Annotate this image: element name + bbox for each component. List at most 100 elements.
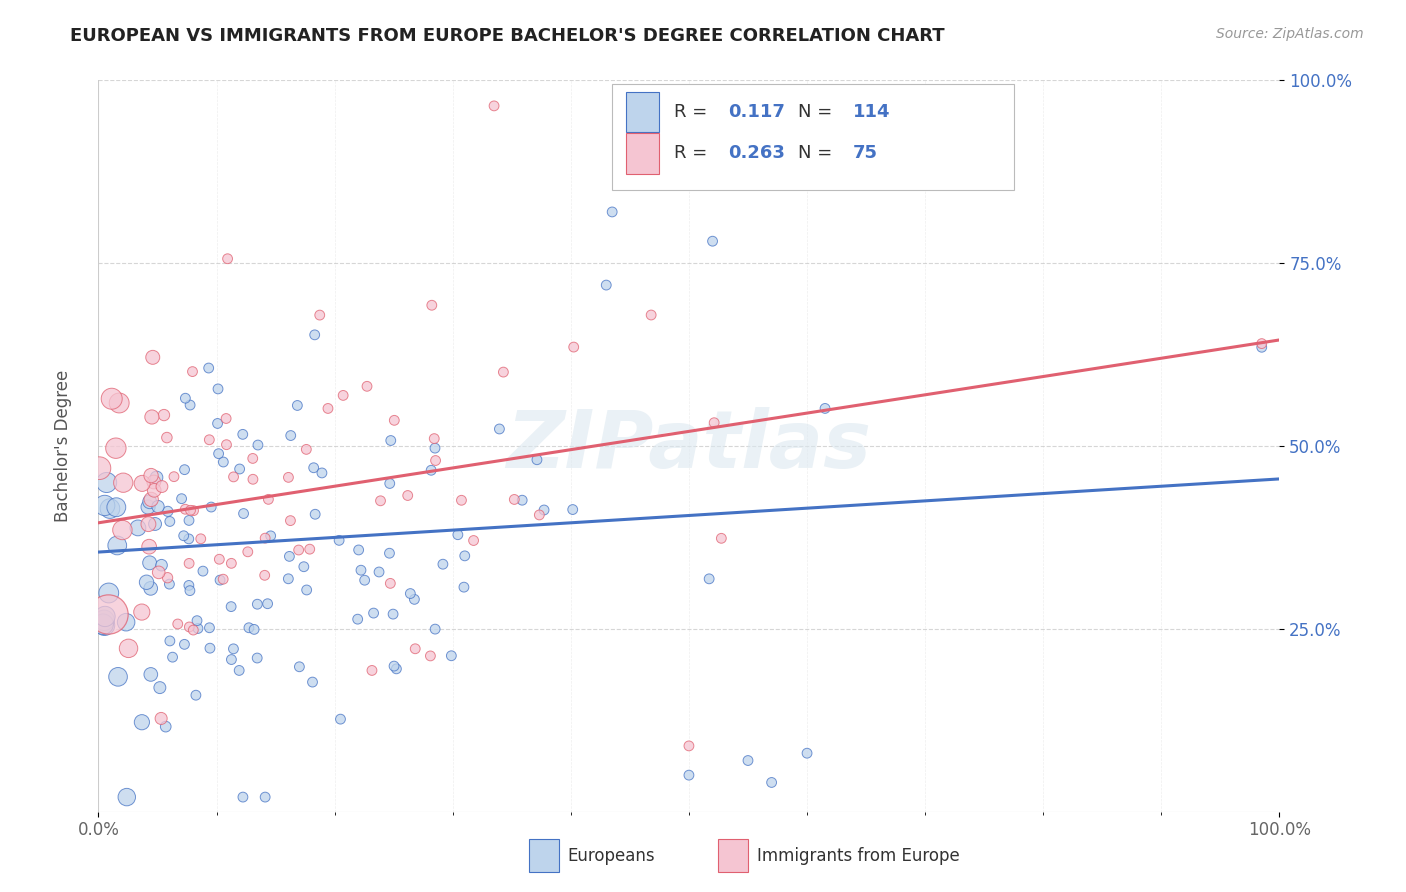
- Bar: [626, 133, 659, 174]
- Point: [145, 470, 167, 484]
- Text: Immigrants from Europe: Immigrants from Europe: [758, 847, 960, 864]
- Point: [215, 438, 238, 452]
- Point: [419, 648, 441, 663]
- Point: [200, 500, 222, 514]
- Point: [215, 411, 238, 425]
- Point: [425, 453, 447, 467]
- Point: [180, 503, 202, 517]
- Point: [238, 621, 260, 635]
- Point: [260, 529, 283, 543]
- Point: [107, 670, 129, 684]
- Text: R =: R =: [673, 145, 713, 162]
- Point: [380, 434, 402, 448]
- Point: [97, 607, 120, 622]
- Point: [737, 754, 759, 768]
- Point: [710, 531, 733, 545]
- Point: [115, 615, 138, 630]
- Point: [150, 558, 173, 573]
- Point: [304, 327, 326, 342]
- Point: [139, 468, 162, 483]
- Point: [138, 494, 160, 508]
- Point: [302, 460, 325, 475]
- Point: [108, 396, 131, 410]
- Point: [191, 564, 214, 578]
- Point: [174, 391, 197, 405]
- Point: [382, 607, 405, 621]
- Point: [181, 623, 204, 637]
- Point: [93, 618, 115, 632]
- Point: [295, 582, 318, 597]
- Point: [93, 613, 115, 627]
- Point: [157, 577, 180, 591]
- Point: [292, 559, 315, 574]
- Point: [141, 409, 163, 424]
- Point: [404, 592, 426, 607]
- Point: [420, 463, 443, 477]
- Point: [450, 493, 472, 508]
- Point: [173, 637, 195, 651]
- Point: [488, 422, 510, 436]
- Point: [156, 431, 179, 445]
- Point: [208, 552, 231, 566]
- Point: [89, 461, 111, 475]
- Point: [562, 340, 585, 354]
- Point: [222, 641, 245, 656]
- Point: [143, 516, 166, 531]
- Point: [396, 488, 419, 502]
- Point: [399, 586, 422, 600]
- Text: 0.117: 0.117: [728, 103, 785, 120]
- Point: [198, 641, 221, 656]
- Point: [382, 659, 405, 673]
- Point: [329, 712, 352, 726]
- Point: [595, 278, 617, 293]
- Point: [423, 432, 446, 446]
- Point: [285, 399, 308, 413]
- Point: [447, 527, 470, 541]
- Point: [356, 379, 378, 393]
- Point: [117, 641, 139, 656]
- Point: [135, 575, 157, 590]
- Point: [640, 308, 662, 322]
- Point: [361, 664, 384, 678]
- Point: [209, 573, 232, 587]
- Point: [142, 475, 165, 489]
- Point: [221, 652, 243, 666]
- Point: [143, 483, 166, 498]
- Point: [93, 499, 115, 513]
- Point: [254, 531, 277, 545]
- Point: [295, 442, 318, 457]
- Point: [153, 408, 176, 422]
- Point: [246, 438, 269, 452]
- Point: [236, 545, 259, 559]
- Point: [159, 515, 181, 529]
- Point: [242, 451, 264, 466]
- Point: [139, 667, 162, 681]
- Point: [177, 578, 200, 592]
- Text: 114: 114: [853, 103, 890, 120]
- Point: [561, 502, 583, 516]
- Point: [156, 571, 179, 585]
- Text: Europeans: Europeans: [567, 847, 655, 864]
- Point: [131, 715, 153, 730]
- Text: Source: ZipAtlas.com: Source: ZipAtlas.com: [1216, 27, 1364, 41]
- Point: [96, 475, 118, 490]
- Point: [1250, 340, 1272, 354]
- Point: [432, 558, 454, 572]
- Point: [280, 428, 302, 442]
- Point: [308, 308, 330, 322]
- Point: [761, 775, 783, 789]
- Point: [148, 566, 170, 580]
- Point: [378, 476, 401, 491]
- Point: [277, 572, 299, 586]
- Point: [301, 675, 323, 690]
- Point: [277, 470, 299, 484]
- Point: [179, 398, 201, 412]
- Point: [177, 513, 200, 527]
- Point: [104, 441, 127, 455]
- Point: [179, 620, 201, 634]
- Point: [150, 479, 173, 493]
- Point: [94, 609, 117, 624]
- Point: [350, 563, 373, 577]
- Point: [404, 641, 426, 656]
- Point: [156, 504, 179, 518]
